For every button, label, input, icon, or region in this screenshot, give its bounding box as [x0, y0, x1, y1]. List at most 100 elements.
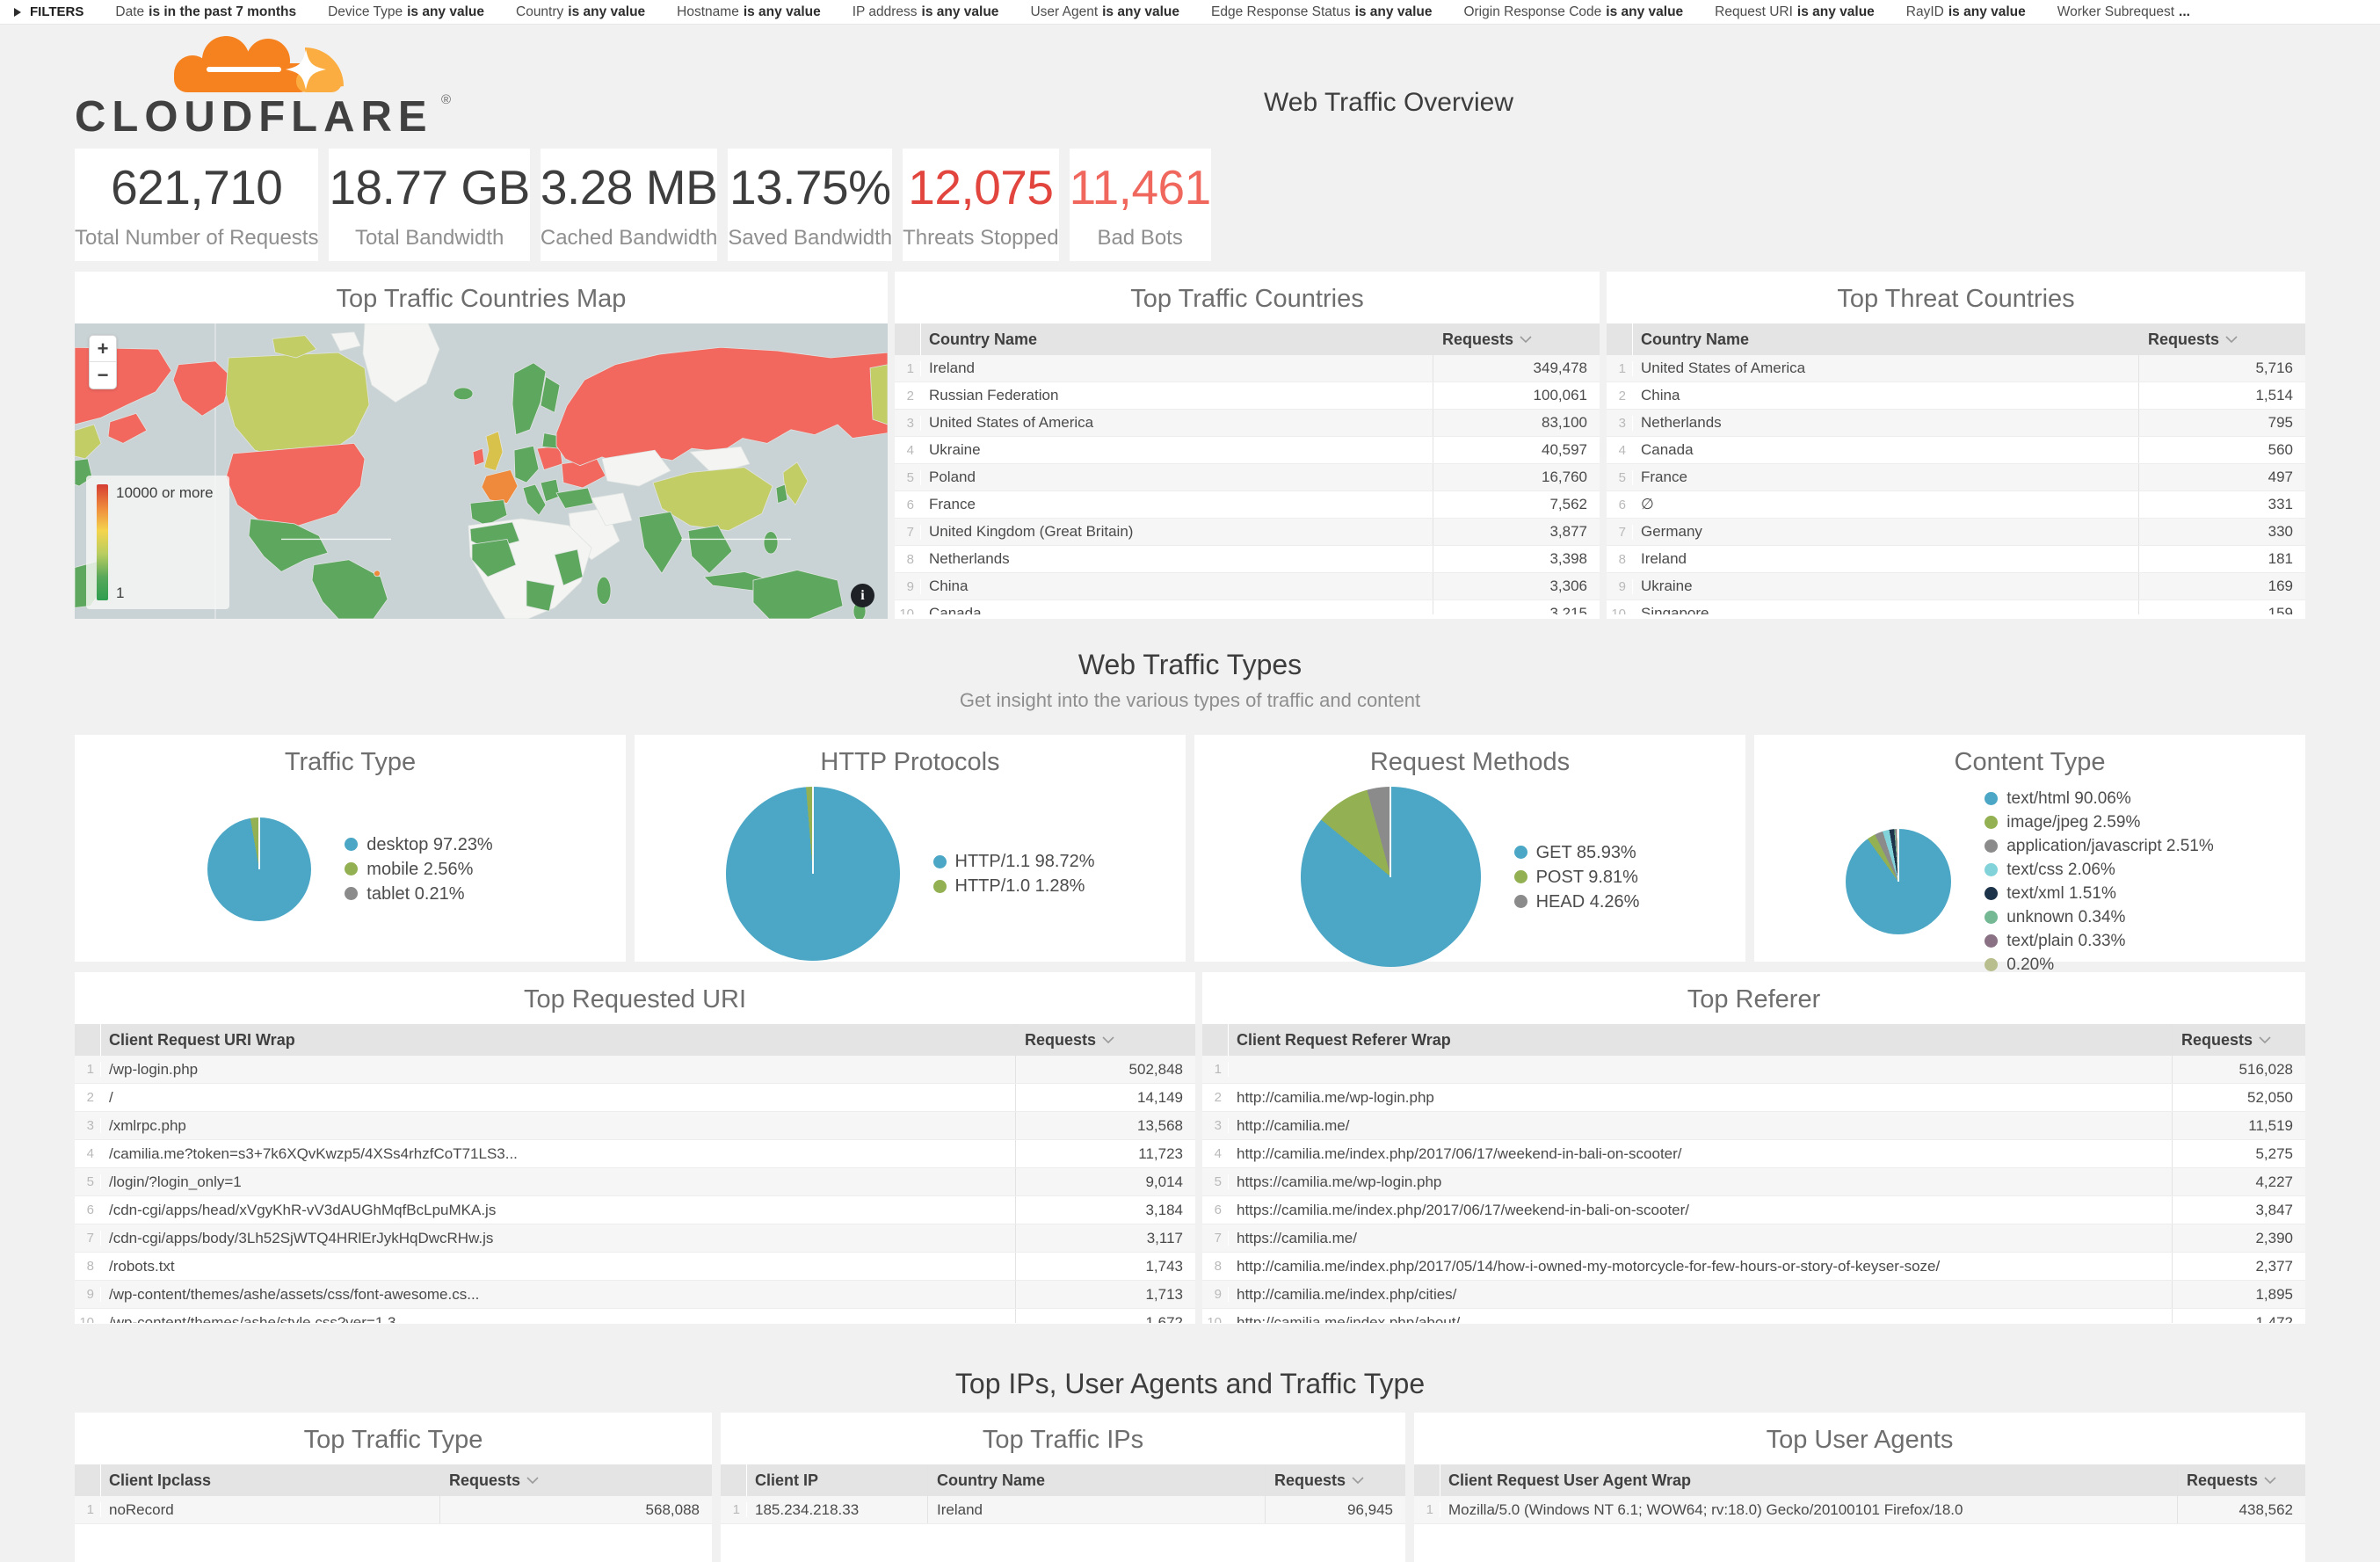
- table-row[interactable]: 1 Ireland 349,478: [895, 355, 1600, 382]
- request-methods-pie-chart[interactable]: [1300, 787, 1481, 967]
- country-name-cell: France: [929, 496, 976, 512]
- table-row[interactable]: 6 ∅ 331: [1607, 491, 2305, 519]
- column-header-country[interactable]: Country Name: [929, 330, 1038, 348]
- content-type-pie-chart[interactable]: [1846, 829, 1952, 934]
- column-header-requests[interactable]: Requests: [2138, 323, 2305, 355]
- row-index: 1: [895, 360, 921, 376]
- filters-toggle[interactable]: FILTERS: [14, 4, 83, 19]
- referer-cell: http://camilia.me/index.php/2017/05/14/h…: [1237, 1257, 1941, 1275]
- table-row[interactable]: 7 United Kingdom (Great Britain) 3,877: [895, 519, 1600, 546]
- table-row[interactable]: 3 /xmlrpc.php 13,568: [75, 1112, 1195, 1140]
- request-methods-panel: Request Methods GET 85.93% POST 9.81% HEAD…: [1194, 735, 1745, 967]
- column-header-requests[interactable]: Requests: [1015, 1024, 1195, 1056]
- filter-item[interactable]: RayID is any value: [1906, 4, 2026, 20]
- table-row[interactable]: 1 noRecord 568,088: [75, 1496, 712, 1524]
- table-row[interactable]: 10 Canada 3,215: [895, 600, 1600, 614]
- table-row[interactable]: 6 https://camilia.me/index.php/2017/06/1…: [1202, 1196, 2305, 1224]
- table-row[interactable]: 7 Germany 330: [1607, 519, 2305, 546]
- requests-cell: 3,847: [2172, 1196, 2305, 1224]
- table-row[interactable]: 2 Russian Federation 100,061: [895, 382, 1600, 410]
- table-row[interactable]: 6 France 7,562: [895, 491, 1600, 519]
- chevron-down-icon: [1520, 335, 1532, 343]
- table-row[interactable]: 7 https://camilia.me/ 2,390: [1202, 1224, 2305, 1253]
- table-row[interactable]: 5 https://camilia.me/wp-login.php 4,227: [1202, 1168, 2305, 1196]
- column-header-requests[interactable]: Requests: [2172, 1024, 2305, 1056]
- zoom-in-button[interactable]: +: [90, 336, 116, 362]
- filter-item[interactable]: Worker Subrequest...: [2057, 4, 2190, 20]
- legend-item: text/html 90.06%: [1985, 787, 2214, 810]
- filter-item[interactable]: Edge Response Status is any value: [1211, 4, 1432, 20]
- traffic-type-pie-chart[interactable]: [207, 817, 312, 921]
- column-header-ipclass[interactable]: Client Ipclass: [109, 1471, 212, 1489]
- table-row[interactable]: 1 185.234.218.33 Ireland 96,945: [721, 1496, 1405, 1524]
- table-row[interactable]: 8 http://camilia.me/index.php/2017/05/14…: [1202, 1253, 2305, 1281]
- column-header-referer[interactable]: Client Request Referer Wrap: [1237, 1030, 1451, 1049]
- table-row[interactable]: 9 http://camilia.me/index.php/cities/ 1,…: [1202, 1281, 2305, 1309]
- panel-title: Traffic Type: [284, 748, 417, 776]
- world-map[interactable]: + − 10000 or more 1 i: [75, 323, 888, 619]
- table-row[interactable]: 10 Singapore 159: [1607, 600, 2305, 614]
- filter-item[interactable]: Origin Response Code is any value: [1463, 4, 1683, 20]
- table-row[interactable]: 4 /camilia.me?token=s3+7k6XQvKwzp5/4XSs4…: [75, 1140, 1195, 1168]
- table-row[interactable]: 4 http://camilia.me/index.php/2017/06/17…: [1202, 1140, 2305, 1168]
- table-header: Client Request User Agent Wrap Requests: [1414, 1464, 2305, 1496]
- table-row[interactable]: 4 Canada 560: [1607, 437, 2305, 464]
- column-header-client-ip[interactable]: Client IP: [755, 1471, 819, 1489]
- requests-cell: 13,568: [1015, 1112, 1195, 1139]
- country-name-cell: Ireland: [929, 360, 975, 376]
- filter-item[interactable]: Request URI is any value: [1715, 4, 1875, 20]
- table-row[interactable]: 9 China 3,306: [895, 573, 1600, 600]
- legend-item: text/plain 0.33%: [1985, 929, 2214, 953]
- column-header-requests[interactable]: Requests: [439, 1464, 712, 1496]
- table-row[interactable]: 5 /login/?login_only=1 9,014: [75, 1168, 1195, 1196]
- row-index: 4: [1202, 1146, 1229, 1161]
- table-row[interactable]: 3 Netherlands 795: [1607, 410, 2305, 437]
- info-icon[interactable]: i: [851, 584, 874, 607]
- column-header-country[interactable]: Country Name: [1641, 330, 1750, 348]
- column-header-requests[interactable]: Requests: [1265, 1464, 1405, 1496]
- filter-value: is any value: [1606, 4, 1684, 19]
- table-row[interactable]: 1 Mozilla/5.0 (Windows NT 6.1; WOW64; rv…: [1414, 1496, 2305, 1524]
- table-row[interactable]: 8 /robots.txt 1,743: [75, 1253, 1195, 1281]
- table-row[interactable]: 10 /wp-content/themes/ashe/style.css?ver…: [75, 1309, 1195, 1323]
- table-row[interactable]: 1 516,028: [1202, 1056, 2305, 1084]
- table-row[interactable]: 3 http://camilia.me/ 11,519: [1202, 1112, 2305, 1140]
- table-row[interactable]: 2 / 14,149: [75, 1084, 1195, 1112]
- table-row[interactable]: 2 China 1,514: [1607, 382, 2305, 410]
- kpi-card: 13.75% Saved Bandwidth: [728, 149, 893, 261]
- table-row[interactable]: 6 /cdn-cgi/apps/head/xVgyKhR-vV3dAUGhMqf…: [75, 1196, 1195, 1224]
- filter-field: IP address: [852, 4, 918, 19]
- table-row[interactable]: 5 Poland 16,760: [895, 464, 1600, 491]
- table-row[interactable]: 4 Ukraine 40,597: [895, 437, 1600, 464]
- filter-item[interactable]: Country is any value: [516, 4, 645, 20]
- table-row[interactable]: 3 United States of America 83,100: [895, 410, 1600, 437]
- filter-item[interactable]: Date is in the past 7 months: [115, 4, 296, 20]
- filter-item[interactable]: Hostname is any value: [677, 4, 821, 20]
- filter-item[interactable]: Device Type is any value: [328, 4, 484, 20]
- table-header: Client Request URI Wrap Requests: [75, 1024, 1195, 1056]
- filter-item[interactable]: IP address is any value: [853, 4, 999, 20]
- row-index: 5: [1202, 1174, 1229, 1189]
- kpi-label: Bad Bots: [1097, 226, 1183, 250]
- column-header-requests[interactable]: Requests: [2177, 1464, 2305, 1496]
- column-header-country[interactable]: Country Name: [927, 1464, 1265, 1496]
- table-row[interactable]: 10 http://camilia.me/index.php/about/ 1,…: [1202, 1309, 2305, 1323]
- row-index: 3: [1202, 1118, 1229, 1133]
- table-row[interactable]: 8 Netherlands 3,398: [895, 546, 1600, 573]
- column-header-user-agent[interactable]: Client Request User Agent Wrap: [1448, 1471, 1692, 1489]
- table-row[interactable]: 2 http://camilia.me/wp-login.php 52,050: [1202, 1084, 2305, 1112]
- table-row[interactable]: 7 /cdn-cgi/apps/body/3Lh52SjWTQ4HRlErJyk…: [75, 1224, 1195, 1253]
- top-requested-uri-table: Client Request URI Wrap Requests 1 /wp-l…: [75, 1024, 1195, 1324]
- http-protocols-pie-chart[interactable]: [725, 787, 900, 961]
- column-header-uri[interactable]: Client Request URI Wrap: [109, 1030, 295, 1049]
- column-header-requests[interactable]: Requests: [1433, 323, 1600, 355]
- zoom-out-button[interactable]: −: [97, 364, 109, 386]
- table-row[interactable]: 8 Ireland 181: [1607, 546, 2305, 573]
- uri-referer-row: Top Requested URI Client Request URI Wra…: [75, 972, 2305, 1324]
- table-row[interactable]: 9 Ukraine 169: [1607, 573, 2305, 600]
- table-row[interactable]: 5 France 497: [1607, 464, 2305, 491]
- table-row[interactable]: 1 /wp-login.php 502,848: [75, 1056, 1195, 1084]
- table-row[interactable]: 9 /wp-content/themes/ashe/assets/css/fon…: [75, 1281, 1195, 1309]
- filter-item[interactable]: User Agent is any value: [1030, 4, 1179, 20]
- table-row[interactable]: 1 United States of America 5,716: [1607, 355, 2305, 382]
